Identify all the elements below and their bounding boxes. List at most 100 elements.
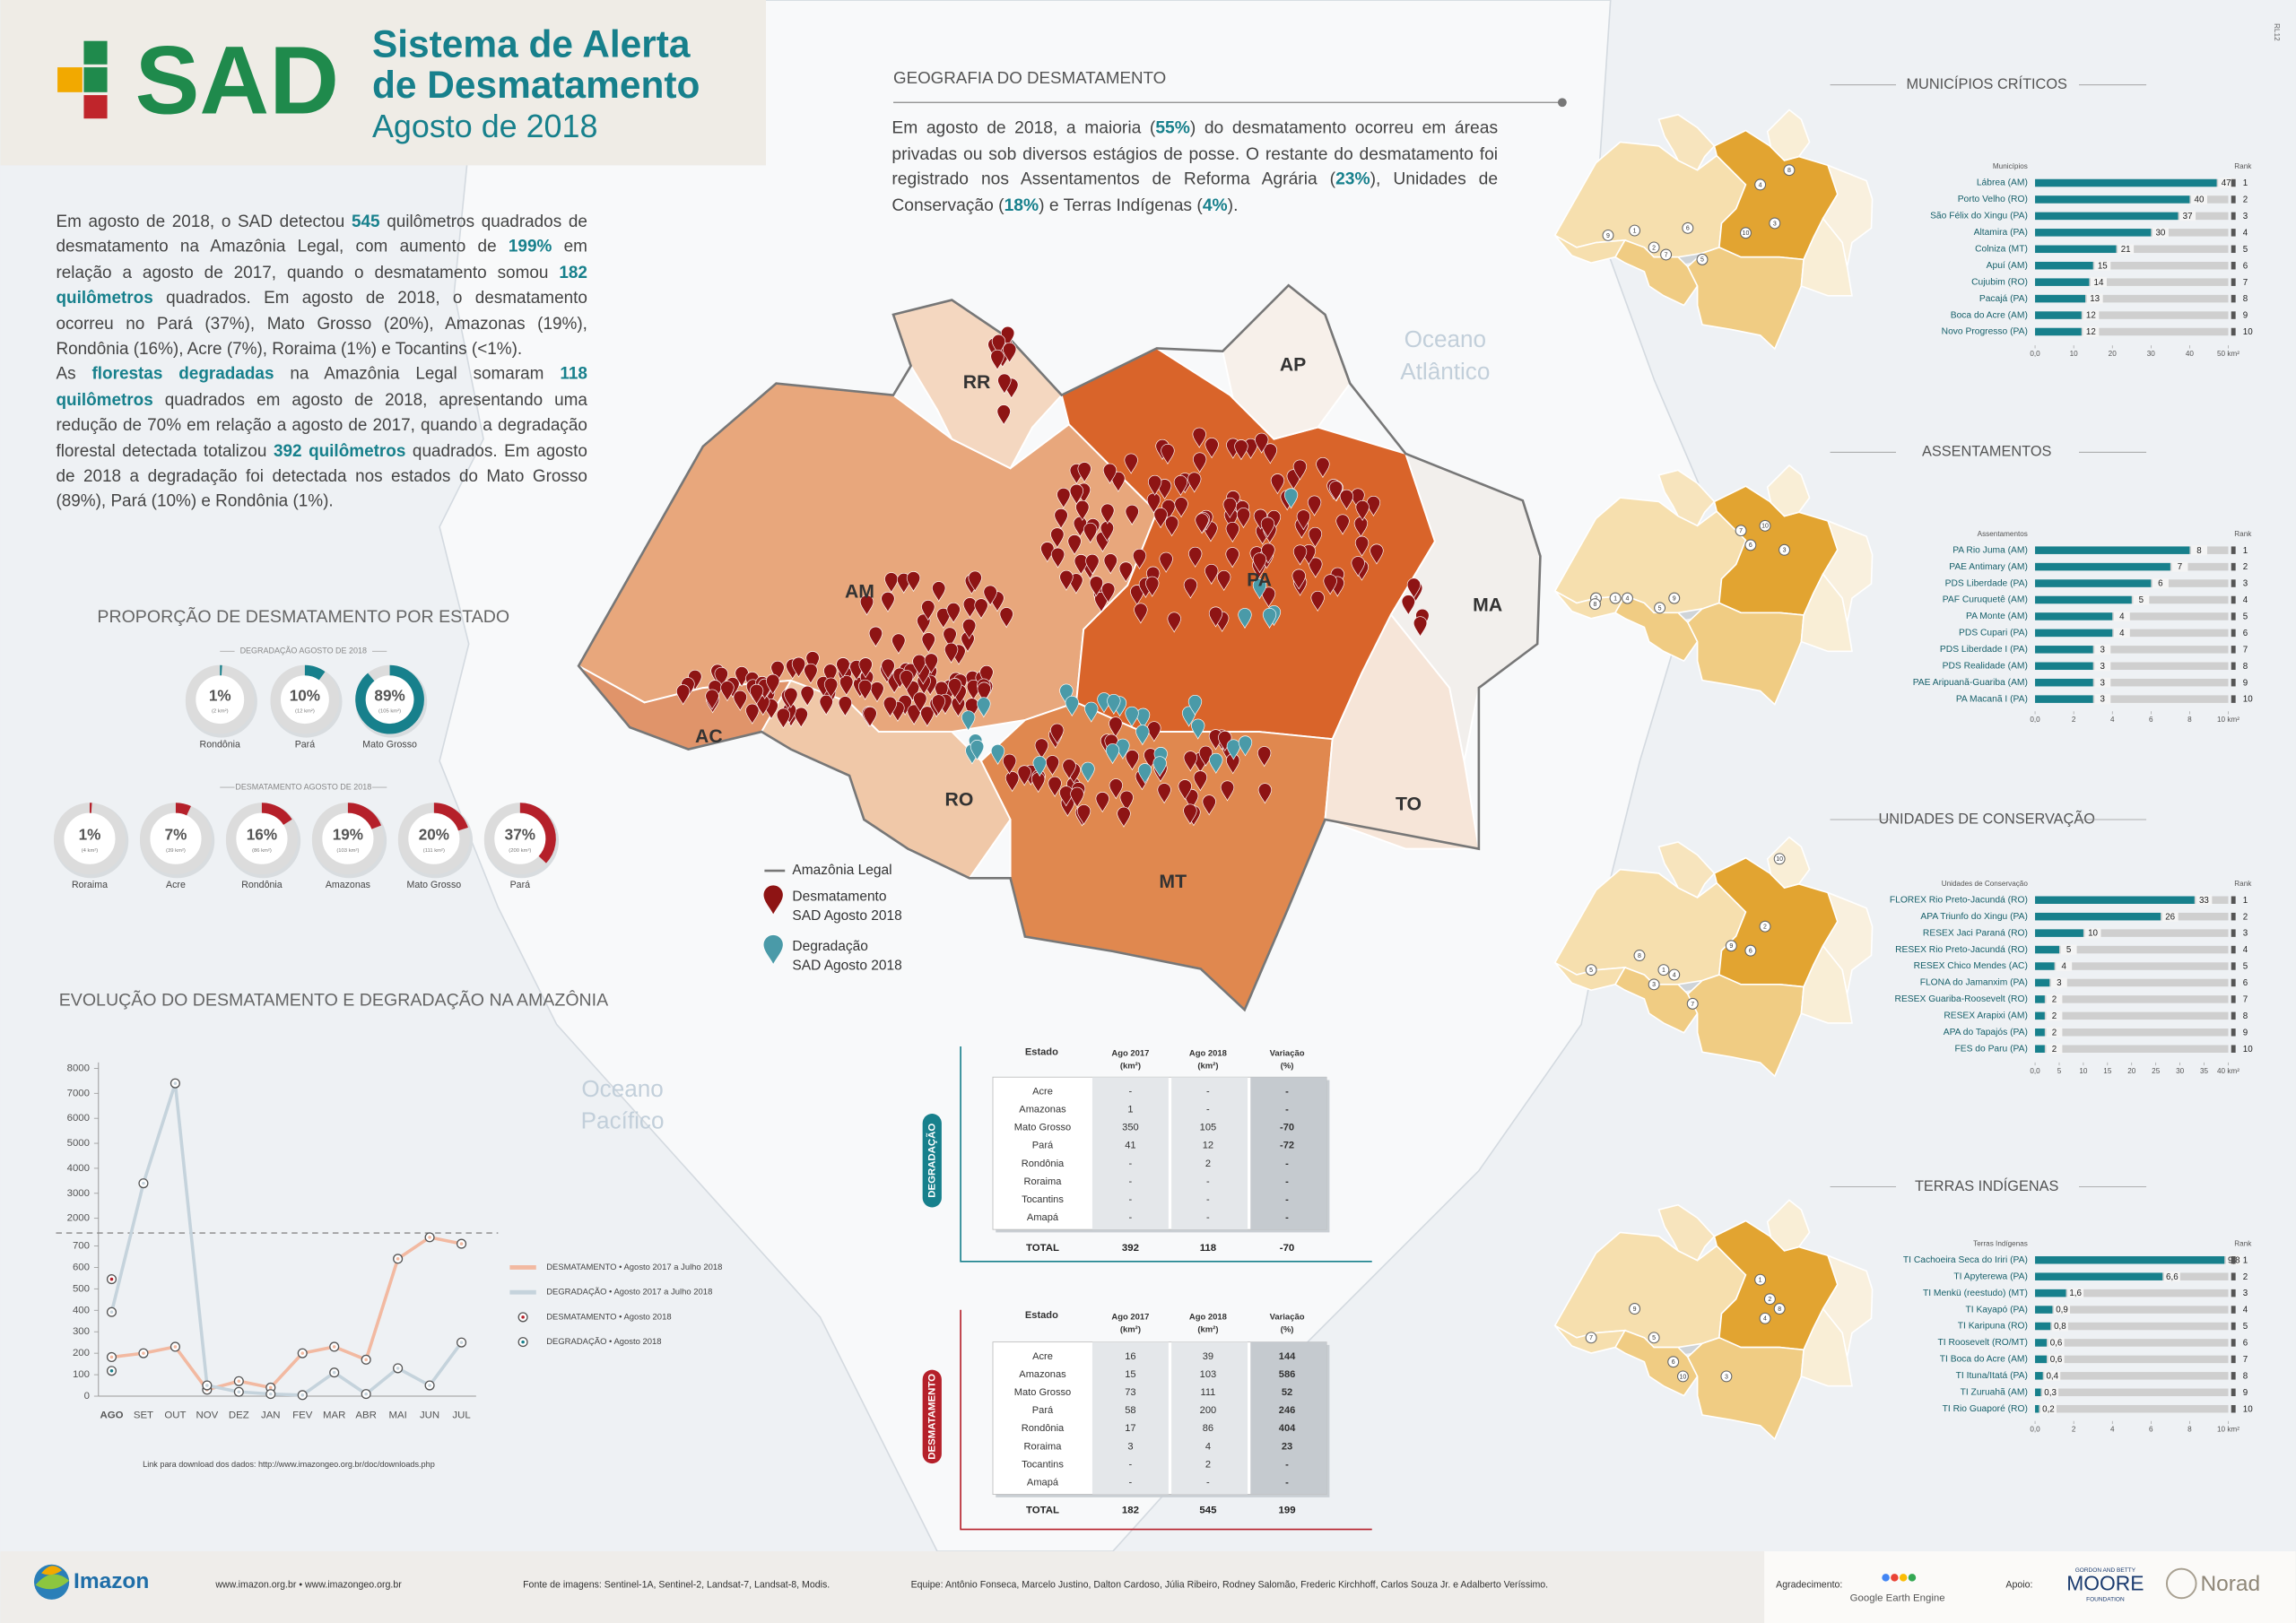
- value-box: [2044, 1370, 2061, 1381]
- section-title: GEOGRAFIA DO DESMATAMENTO: [893, 68, 1166, 87]
- imazon-logo-leaf: [35, 1574, 70, 1590]
- table-header: Variação: [1270, 1312, 1305, 1322]
- x-tick-label: 20: [2109, 350, 2118, 358]
- deforestation-pin: [1192, 427, 1206, 448]
- bar: [2035, 327, 2082, 336]
- deforestation-pin: [932, 581, 946, 603]
- deforestation-pin: [1225, 522, 1239, 543]
- rank-label: 5: [2243, 245, 2248, 255]
- rank-marker: [1773, 853, 1786, 865]
- bar: [2035, 546, 2190, 554]
- rank-marker: [1602, 229, 1614, 241]
- rank-label: 6: [2243, 1339, 2248, 1349]
- rank-stub: [2231, 311, 2236, 319]
- rank-marker-label: 3: [1652, 982, 1656, 988]
- deforestation-pin: [838, 696, 853, 717]
- deforestation-pin: [924, 653, 939, 674]
- rank-marker: [1686, 997, 1699, 1010]
- degradation-pin: [1187, 695, 1203, 716]
- text-run: quadrados em agosto de 2018, apresentand…: [56, 390, 587, 461]
- table-cell: -: [1206, 1086, 1210, 1097]
- table-cell: Tocantins: [1022, 1459, 1064, 1470]
- deforestation-pin: [906, 571, 921, 593]
- rank-stub: [2231, 1045, 2236, 1053]
- value-label: 3: [2100, 662, 2106, 672]
- deforestation-pin: [1117, 806, 1131, 828]
- highlight: 118 quilômetros: [56, 365, 587, 410]
- mini-state: [1766, 836, 1811, 890]
- bar-label: São Félix do Xingu (PA): [1930, 212, 2028, 221]
- table-column: [1171, 1341, 1248, 1495]
- rank-marker-label: 6: [1749, 949, 1752, 955]
- subtitle: Agosto de 2018: [372, 108, 597, 144]
- table-cell: 23: [1282, 1441, 1292, 1452]
- bar: [2035, 579, 2152, 587]
- rank-marker: [1609, 592, 1622, 604]
- deforestation-pin: [791, 656, 806, 678]
- bar: [2035, 245, 2117, 254]
- legal-amazon-outline: [577, 283, 1542, 1012]
- rank-marker: [1682, 221, 1694, 234]
- table-header: Ago 2018: [1189, 1049, 1227, 1059]
- x-tick-label: MAI: [388, 1410, 406, 1420]
- deforestation-pin: [1222, 497, 1237, 518]
- bar-label: PA Monte (AM): [1966, 612, 2028, 621]
- table-cell: 15: [1125, 1369, 1135, 1380]
- deforestation-pin: [766, 673, 780, 695]
- table-cell: -: [1129, 1212, 1133, 1223]
- table-cell: 4: [1205, 1441, 1211, 1452]
- x-tick-label: ABR: [355, 1410, 376, 1420]
- table-header: (km²): [1120, 1324, 1141, 1334]
- value-label: 10: [2088, 929, 2098, 939]
- rank-stub: [2231, 945, 2236, 954]
- deforestation-pin: [1354, 535, 1370, 557]
- mini-state: [1657, 1203, 1716, 1262]
- bar-label: TI Cachoeira Seca do Iriri (PA): [1903, 1255, 2028, 1265]
- rank-marker: [1754, 178, 1767, 191]
- table-cell: 144: [1279, 1351, 1296, 1362]
- bar-label: RESEX Guariba-Roosevelt (RO): [1895, 994, 2028, 1004]
- table-cell: Amapá: [1027, 1477, 1059, 1488]
- bar-label: RESEX Jaci Paraná (RO): [1923, 928, 2028, 938]
- ocean-label: Atlântico: [1400, 358, 1490, 385]
- donut-arc: [355, 664, 424, 734]
- column-header: Rank: [2234, 530, 2252, 538]
- donut: 16% (86 km²) Rondônia: [225, 803, 301, 890]
- x-tick-label: 10 km²: [2217, 1426, 2239, 1434]
- deforestation-pin: [800, 685, 814, 707]
- mini-state: [1766, 1199, 1811, 1252]
- x-tick-label: 4: [2110, 716, 2115, 724]
- mini-state: [1613, 239, 1699, 307]
- table-cell: 246: [1279, 1405, 1295, 1416]
- table-header: Ago 2017: [1111, 1312, 1149, 1322]
- google-logo-dot: [1882, 1574, 1890, 1582]
- rank-stub: [2231, 195, 2236, 204]
- mini-map: 1 2 3 4 5 6 7 8 9 10: [1553, 1199, 1874, 1441]
- table-cell: 3: [1127, 1441, 1133, 1452]
- deforestation-pin: [1100, 582, 1116, 603]
- deforestation-pin: [999, 607, 1013, 629]
- table-cell: Rondônia: [1022, 1159, 1065, 1169]
- degradation-pin: [1238, 608, 1252, 629]
- rank-label: 3: [2243, 579, 2248, 589]
- ocean-label: Pacífico: [581, 1107, 665, 1134]
- legend-pin: [762, 884, 784, 916]
- ocean-label: Oceano: [581, 1075, 663, 1102]
- rank-marker-label: 1: [1613, 596, 1617, 603]
- rank-marker-label: 3: [1773, 221, 1777, 227]
- x-tick-label: 0,0: [2030, 716, 2040, 724]
- table-cell: -: [1206, 1477, 1210, 1488]
- degradation-pin: [1252, 578, 1267, 600]
- bar: [2035, 646, 2093, 654]
- value-box: [2094, 661, 2111, 672]
- paragraph: As florestas degradadas na Amazônia Lega…: [56, 362, 587, 515]
- deforestation-pin: [1270, 473, 1285, 495]
- x-tick-label: 0,0: [2030, 350, 2040, 358]
- value-box: [2050, 977, 2067, 988]
- state-label: MT: [1159, 872, 1187, 892]
- deforestation-pin: [962, 597, 978, 619]
- deforestation-pin: [1076, 804, 1091, 826]
- bar-label: PDS Liberdade (PA): [1945, 578, 2028, 588]
- x-tick-label: 25: [2152, 1067, 2161, 1075]
- deforestation-pin: [1328, 481, 1344, 502]
